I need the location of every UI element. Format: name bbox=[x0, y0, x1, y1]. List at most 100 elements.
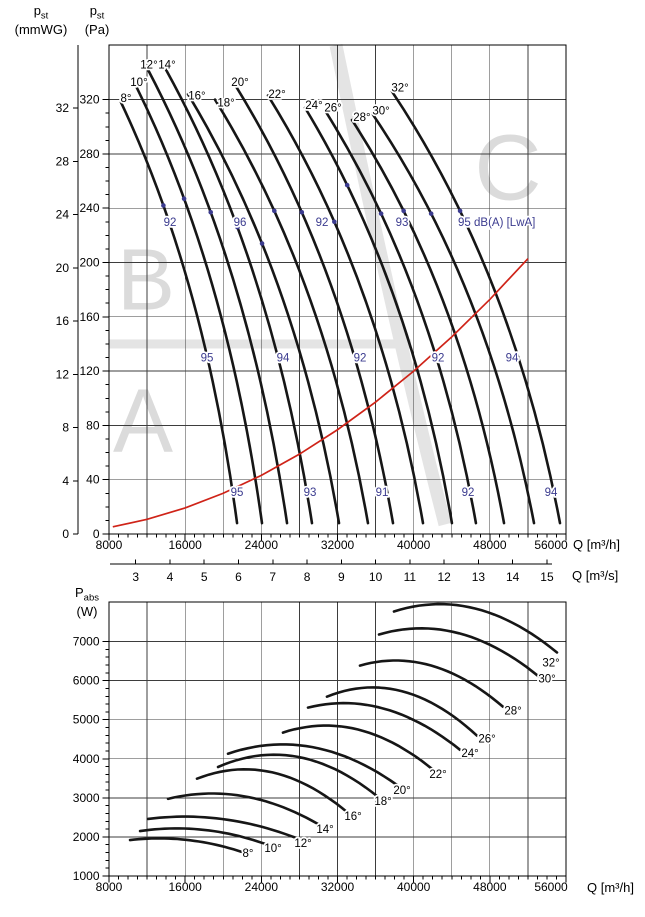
fan-curve-8° bbox=[119, 101, 239, 525]
power-curve-12° bbox=[146, 815, 298, 840]
fan-curve-30° bbox=[370, 111, 536, 525]
noise-measure-dot bbox=[161, 203, 166, 208]
pabs-symbol: P bbox=[75, 585, 84, 600]
noise-measure-dot bbox=[457, 208, 463, 214]
power-curve-28° bbox=[358, 659, 505, 709]
w-axis-tick-label: 3000 bbox=[73, 791, 100, 805]
w-axis-tick-label: 4000 bbox=[73, 752, 100, 766]
mmwg-axis-tick-label: 16 bbox=[56, 314, 70, 328]
x-axis-tick-label: 24000 bbox=[245, 880, 279, 894]
power-angle-label-30°: 30° bbox=[538, 674, 555, 686]
pabs-watt-unit: (W) bbox=[76, 603, 98, 619]
blade-angle-label-12°: 12° bbox=[140, 59, 157, 71]
power-curve-8° bbox=[128, 837, 244, 854]
noise-level-label: 92 bbox=[462, 487, 475, 499]
pst-pa-unit: (Pa) bbox=[84, 21, 110, 37]
noise-level-label: 95 bbox=[231, 487, 244, 499]
power-curve-16° bbox=[195, 767, 350, 815]
fan-curve-10° bbox=[134, 84, 264, 525]
blade-angle-label-30°: 30° bbox=[372, 105, 389, 117]
m3s-axis-tick-label: 4 bbox=[167, 570, 174, 584]
power-chart: 8° 10° 12° 14° 16° 18°20° 22° 24°26° 28° 30° 32° 80… bbox=[73, 601, 568, 894]
mmwg-axis-tick-label: 24 bbox=[56, 208, 70, 222]
w-axis-tick-label: 2000 bbox=[73, 830, 100, 844]
x-axis-tick-label: 24000 bbox=[245, 538, 279, 552]
noise-measure-dot bbox=[272, 208, 277, 214]
blade-angle-label-24°: 24° bbox=[305, 100, 322, 112]
m3s-axis-tick-label: 9 bbox=[338, 570, 345, 584]
noise-measure-dot bbox=[332, 219, 337, 225]
noise-level-label: 94 bbox=[545, 487, 558, 499]
noise-level-label: 91 bbox=[376, 487, 389, 499]
pa-axis-tick-label: 320 bbox=[79, 93, 99, 107]
fan-curve-16° bbox=[186, 92, 341, 525]
mmwg-axis-tick-label: 4 bbox=[62, 474, 69, 488]
x-axis-tick-label: 16000 bbox=[168, 538, 202, 552]
noise-level-label: 96 bbox=[234, 217, 247, 229]
pa-axis-tick-label: 120 bbox=[79, 364, 99, 378]
noise-measure-dot bbox=[208, 209, 214, 215]
power-curve-24° bbox=[306, 701, 462, 752]
blade-angle-label-18°: 18° bbox=[217, 97, 234, 109]
fan-curve-26° bbox=[323, 109, 478, 525]
blade-angle-label-32°: 32° bbox=[391, 82, 408, 94]
m3s-axis-tick-label: 13 bbox=[472, 570, 486, 584]
power-axis-title: Pabs (W) bbox=[64, 585, 110, 619]
noise-measure-dot bbox=[259, 241, 265, 246]
blade-angle-label-10°: 10° bbox=[130, 77, 147, 89]
blade-angle-label-22°: 22° bbox=[268, 89, 285, 101]
power-curve-26° bbox=[325, 686, 479, 737]
highlight-band-horizontal bbox=[109, 339, 412, 349]
pabs-subscript: abs bbox=[83, 592, 99, 604]
power-angle-label-8°: 8° bbox=[243, 848, 254, 860]
power-curve-10° bbox=[138, 827, 270, 847]
noise-measure-dot bbox=[299, 209, 305, 215]
zone-letter-A: A bbox=[113, 371, 173, 471]
power-angle-label-28°: 28° bbox=[504, 706, 521, 718]
fan-curve-22° bbox=[266, 94, 425, 525]
blade-angle-label-28°: 28° bbox=[353, 112, 370, 124]
flow-axis-title-m3h-bottom: Q [m³/h] bbox=[587, 880, 634, 895]
fan-curve-24° bbox=[303, 106, 454, 525]
noise-level-label: 92 bbox=[432, 353, 445, 365]
noise-measure-dot bbox=[378, 211, 384, 216]
blade-angle-label-14°: 14° bbox=[158, 59, 175, 71]
m3s-axis-tick-label: 5 bbox=[201, 570, 208, 584]
fan-curve-14° bbox=[164, 68, 314, 525]
pst-mmwg-unit: (mmWG) bbox=[14, 21, 68, 37]
power-angle-label-12°: 12° bbox=[294, 838, 311, 850]
power-angle-label-32°: 32° bbox=[542, 658, 559, 670]
noise-measure-dot bbox=[181, 196, 187, 201]
power-curve-20° bbox=[226, 743, 399, 787]
fan-curve-18° bbox=[213, 98, 370, 525]
pst-symbol: p bbox=[33, 3, 41, 18]
m3s-axis-tick-label: 14 bbox=[506, 570, 520, 584]
mmwg-axis-tick-label: 12 bbox=[56, 367, 70, 381]
m3s-axis-tick-label: 8 bbox=[304, 570, 311, 584]
w-axis-tick-label: 6000 bbox=[73, 674, 100, 688]
noise-measure-dot bbox=[428, 211, 434, 216]
m3s-axis-tick-label: 6 bbox=[235, 570, 242, 584]
noise-level-label: 93 bbox=[304, 487, 317, 499]
pressure-axis-title-pa: pst (Pa) bbox=[74, 3, 120, 37]
power-curve-30° bbox=[377, 626, 541, 678]
x-axis-tick-label: 32000 bbox=[321, 538, 355, 552]
fan-curve-20° bbox=[233, 83, 395, 525]
pa-axis-tick-label: 200 bbox=[79, 256, 99, 270]
mmwg-axis-tick-label: 32 bbox=[56, 101, 70, 115]
power-angle-label-16°: 16° bbox=[344, 811, 361, 823]
mmwg-axis-tick-label: 28 bbox=[56, 154, 70, 168]
x-axis-tick-label: 56000 bbox=[534, 880, 568, 894]
x-axis-tick-label: 56000 bbox=[534, 538, 568, 552]
zone-letter-C: C bbox=[474, 115, 541, 219]
power-angle-label-10°: 10° bbox=[264, 843, 281, 855]
w-axis-tick-label: 1000 bbox=[73, 869, 100, 883]
pa-axis-tick-label: 240 bbox=[79, 201, 99, 215]
x-axis-tick-label: 40000 bbox=[397, 538, 431, 552]
blade-angle-label-26°: 26° bbox=[324, 103, 341, 115]
power-angle-label-26°: 26° bbox=[478, 734, 495, 746]
fan-curve-32° bbox=[390, 90, 562, 525]
flow-axis-title-m3s: Q [m³/s] bbox=[572, 568, 619, 583]
power-curve-22° bbox=[281, 724, 435, 771]
